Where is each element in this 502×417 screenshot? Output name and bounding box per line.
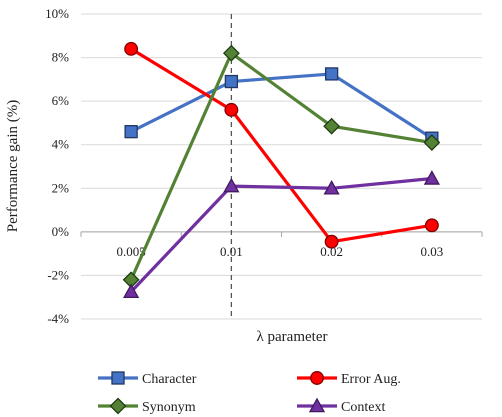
- legend-item-context: Context: [297, 397, 385, 415]
- data-point-error-aug: [124, 41, 139, 56]
- series-line-character: [130, 72, 433, 140]
- y-tick-label: -4%: [47, 311, 69, 326]
- legend-item-character: Character: [98, 371, 197, 387]
- data-point-context: [223, 177, 240, 193]
- legend-label: Context: [341, 400, 385, 415]
- series-synonym: [122, 44, 441, 289]
- data-point-context: [323, 179, 340, 195]
- data-point-synonym: [323, 117, 341, 135]
- data-point-context: [423, 170, 440, 185]
- x-tick-label: 0.02: [320, 244, 343, 259]
- x-tick-label: 0.03: [421, 244, 444, 259]
- legend-label: Synonym: [142, 400, 196, 415]
- series-line-synonym: [129, 51, 433, 281]
- data-point-synonym: [222, 44, 240, 62]
- series-context: [123, 170, 440, 299]
- x-axis-title: λ parameter: [257, 329, 328, 345]
- y-tick-label: 4%: [52, 137, 70, 152]
- y-tick-label: -2%: [47, 267, 69, 282]
- data-point-character: [124, 124, 138, 139]
- data-point-error-aug: [224, 102, 239, 117]
- legend-label: Error Aug.: [341, 372, 401, 387]
- y-tick-label: 6%: [52, 93, 70, 108]
- y-tick-label: 8%: [52, 50, 70, 65]
- series-line-error-aug: [130, 47, 433, 244]
- data-point-error-aug: [424, 218, 439, 233]
- series-character: [124, 67, 439, 145]
- data-point-context: [123, 283, 140, 299]
- y-axis-ticks: -4% -2% 0% 2% 4% 6% 8% 10%: [45, 6, 69, 326]
- legend-swatch-marker: [109, 397, 127, 415]
- legend-swatch-marker: [308, 397, 326, 413]
- series-line-context: [129, 176, 433, 293]
- series-group: [122, 41, 441, 299]
- legend-label: Character: [142, 372, 197, 387]
- data-point-error-aug: [324, 234, 339, 249]
- y-tick-label: 0%: [52, 224, 70, 239]
- y-axis-title: Performance gain (%): [5, 100, 21, 232]
- y-tick-label: 10%: [45, 6, 69, 21]
- x-axis-ticks: 0.005 0.01 0.02 0.03: [117, 244, 444, 259]
- data-point-synonym: [423, 134, 441, 151]
- data-point-character: [324, 67, 339, 81]
- x-tick-label: 0.005: [117, 244, 146, 259]
- data-point-character: [224, 74, 239, 89]
- x-tick-label: 0.01: [220, 244, 243, 259]
- y-tick-label: 2%: [52, 180, 70, 195]
- legend-swatch-marker: [310, 371, 324, 385]
- legend: Character Error Aug. Synonym Context: [98, 371, 401, 415]
- series-error-aug: [124, 41, 439, 249]
- legend-item-synonym: Synonym: [98, 397, 196, 415]
- gridlines: [80, 13, 483, 320]
- legend-swatch-marker: [111, 371, 125, 385]
- legend-item-error-aug: Error Aug.: [297, 371, 401, 387]
